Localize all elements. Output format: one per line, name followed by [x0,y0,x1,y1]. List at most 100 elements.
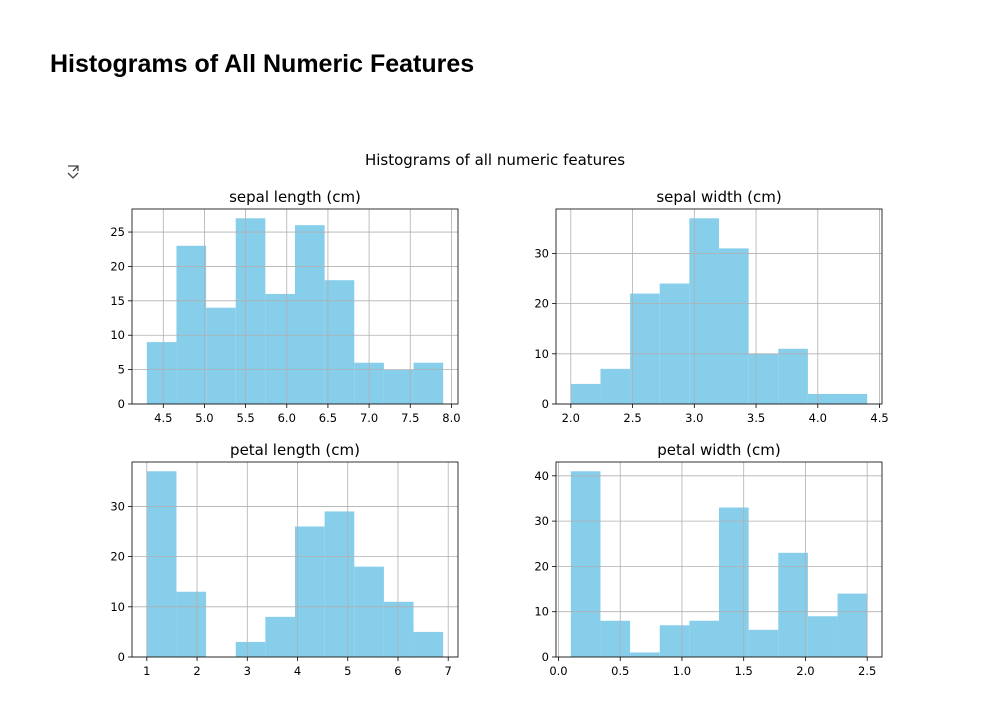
histogram-bar [265,293,295,404]
histogram-bar [778,348,808,404]
y-tick-label: 10 [534,347,549,361]
histogram-bar [600,368,631,404]
histogram-panel-3: 1 2 3 4 5 6 7 0 10 20 30 petal length (cm) [110,441,459,678]
y-tick-label: 5 [118,363,125,377]
x-tick-label: 2 [193,664,200,678]
y-tick-label: 25 [110,225,125,239]
histogram-bar [570,383,601,404]
x-tick-label: 0.0 [549,664,567,678]
histogram-bar [295,225,325,404]
histogram-bar [354,566,384,657]
histogram-bar [837,393,868,404]
histogram-bar [176,591,207,657]
y-tick-label: 10 [110,600,125,614]
y-tick-label: 20 [534,297,549,311]
x-tick-label: 5 [344,664,351,678]
histogram-panel-1: 4.5 5.0 5.5 6.0 6.5 7.0 7.5 8.0 0 5 10 15 20 25 sepal … [110,188,460,425]
y-tick-label: 0 [542,650,549,664]
histogram-bar [413,362,444,404]
x-tick-label: 2.0 [562,411,580,425]
panel-title: sepal width (cm) [656,188,781,206]
panel-title: petal width (cm) [657,441,780,459]
histogram-bar [748,353,779,404]
histogram-bar [570,471,601,657]
x-tick-label: 7.0 [360,411,378,425]
x-tick-label: 1.5 [735,664,753,678]
histogram-bar [600,620,631,657]
x-tick-label: 8.0 [442,411,460,425]
histogram-bar [630,652,660,657]
histogram-bar [778,552,808,657]
expand-output-icon[interactable] [66,162,80,180]
histogram-bar [146,471,177,657]
x-tick-label: 0.5 [611,664,629,678]
histogram-bar [146,342,177,404]
histogram-bar [295,526,325,657]
histogram-bar [719,248,749,404]
x-tick-label: 4 [294,664,301,678]
histogram-bar [689,218,719,404]
histogram-bar [265,616,295,657]
y-tick-label: 0 [118,650,125,664]
y-tick-label: 30 [534,514,549,528]
y-tick-label: 0 [542,397,549,411]
histogram-bar [206,307,236,404]
x-tick-label: 2.5 [858,664,876,678]
x-tick-label: 3 [244,664,251,678]
x-tick-label: 7.5 [401,411,419,425]
y-tick-label: 20 [534,559,549,573]
x-tick-label: 2.5 [623,411,641,425]
x-tick-label: 7 [445,664,452,678]
histogram-bar [324,280,355,404]
x-tick-label: 6.0 [278,411,296,425]
y-tick-label: 0 [118,397,125,411]
x-tick-label: 4.0 [809,411,827,425]
y-tick-label: 30 [534,246,549,260]
histogram-bar [719,507,749,657]
panel-title: sepal length (cm) [229,188,361,206]
x-tick-label: 5.5 [236,411,254,425]
histogram-bar [383,601,414,657]
y-tick-label: 10 [534,605,549,619]
panel-title: petal length (cm) [230,441,360,459]
histogram-bar [630,293,660,404]
histogram-bar [807,616,838,657]
axes-frame [555,461,883,658]
histogram-bar [413,631,444,657]
histogram-bar [837,593,868,657]
histogram-bar [748,629,779,657]
y-tick-label: 20 [110,259,125,273]
y-tick-label: 20 [110,550,125,564]
figure-title: Histograms of all numeric features [365,151,625,169]
x-tick-label: 2.0 [796,664,814,678]
x-tick-label: 6 [394,664,401,678]
x-tick-label: 3.5 [747,411,765,425]
x-tick-label: 4.5 [154,411,172,425]
x-tick-label: 5.0 [195,411,213,425]
axes-frame [131,461,459,658]
histogram-panel-2: 2.0 2.5 3.0 3.5 4.0 4.5 0 10 20 30 sepal width (cm… [534,188,888,425]
histogram-bar [324,511,355,657]
histogram-bar [176,245,207,404]
histogram-bar [383,369,414,404]
histogram-panel-4: 0.0 0.5 1.0 1.5 2.0 2.5 0 10 20 30 40 petal width (… [534,441,883,678]
page-title: Histograms of All Numeric Features [50,50,475,78]
axes-frame [555,208,883,405]
x-tick-label: 3.0 [685,411,703,425]
y-tick-label: 10 [110,328,125,342]
y-tick-label: 30 [110,499,125,513]
axes-frame [131,208,459,405]
histogram-bar [807,393,838,404]
x-tick-label: 1.0 [673,664,691,678]
x-tick-label: 4.5 [870,411,888,425]
y-tick-label: 15 [110,294,125,308]
x-tick-label: 1 [143,664,150,678]
histogram-bar [659,283,690,404]
x-tick-label: 6.5 [319,411,337,425]
histogram-bar [235,218,266,404]
histogram-bar [235,641,266,657]
histogram-bar [689,620,719,657]
histogram-bar [659,625,690,657]
y-tick-label: 40 [534,469,549,483]
